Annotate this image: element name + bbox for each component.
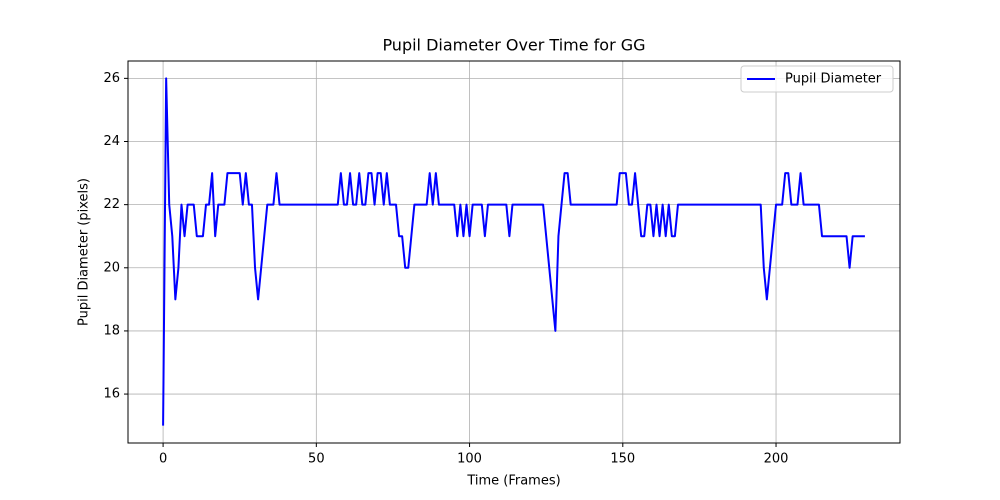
x-axis-label: Time (Frames) (466, 474, 560, 489)
chart-title: Pupil Diameter Over Time for GG (382, 36, 645, 55)
y-tick-label: 16 (103, 387, 120, 402)
y-tick-label: 24 (103, 134, 120, 149)
x-tick-label: 0 (159, 452, 167, 467)
x-tick-label: 150 (610, 452, 635, 467)
y-tick-label: 22 (103, 197, 120, 212)
y-axis-label: Pupil Diameter (pixels) (77, 178, 92, 326)
x-tick-label: 100 (457, 452, 482, 467)
legend-box (740, 65, 894, 93)
x-tick-label: 50 (308, 452, 325, 467)
y-tick-label: 26 (103, 71, 120, 86)
data-line (162, 77, 865, 426)
plot-frame (127, 60, 901, 444)
x-tick-label: 200 (764, 452, 789, 467)
y-tick-label: 20 (103, 260, 120, 275)
legend-label: Pupil Diameter (785, 72, 882, 87)
y-tick-label: 18 (103, 323, 120, 338)
